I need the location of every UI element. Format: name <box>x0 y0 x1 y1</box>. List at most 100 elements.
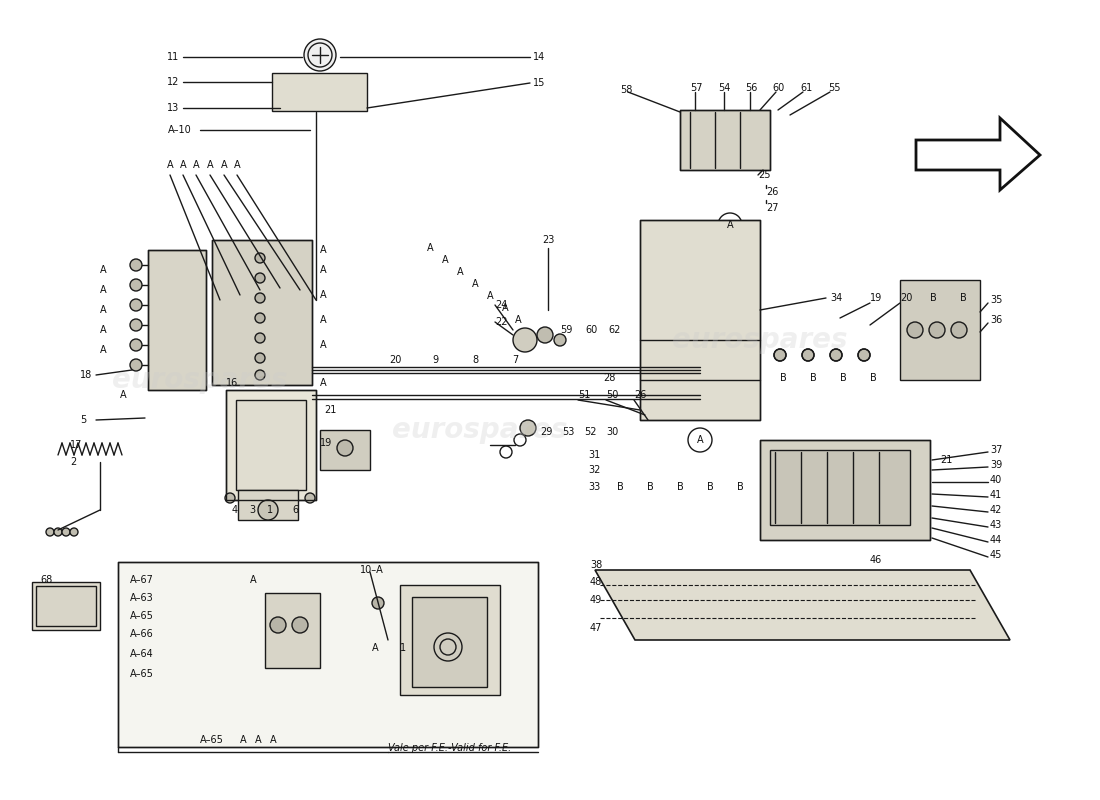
Circle shape <box>245 493 255 503</box>
Circle shape <box>46 528 54 536</box>
Text: 54: 54 <box>718 83 730 93</box>
Bar <box>900 280 980 380</box>
Text: 10–A: 10–A <box>360 565 384 575</box>
Text: 1: 1 <box>400 643 406 653</box>
Text: A: A <box>100 265 107 275</box>
Circle shape <box>304 39 336 71</box>
Text: 29: 29 <box>540 427 552 437</box>
Text: 17: 17 <box>70 440 82 450</box>
Circle shape <box>62 528 70 536</box>
Text: A: A <box>100 325 107 335</box>
Text: B: B <box>706 482 714 492</box>
Text: A: A <box>240 735 246 745</box>
Circle shape <box>130 299 142 311</box>
Text: 47: 47 <box>590 623 603 633</box>
Text: 18: 18 <box>80 370 92 380</box>
Text: 26: 26 <box>634 390 647 400</box>
Text: 23: 23 <box>542 235 554 245</box>
Text: 3: 3 <box>249 505 255 515</box>
Text: B: B <box>870 373 877 383</box>
Text: A: A <box>442 255 449 265</box>
Circle shape <box>688 428 712 452</box>
Text: 15: 15 <box>534 78 546 88</box>
Polygon shape <box>916 118 1040 190</box>
Text: A–65: A–65 <box>130 611 154 621</box>
Circle shape <box>130 319 142 331</box>
Circle shape <box>258 500 278 520</box>
Text: A–65: A–65 <box>200 735 224 745</box>
Bar <box>412 597 487 687</box>
Text: A: A <box>320 290 327 300</box>
Text: A: A <box>320 340 327 350</box>
Text: 33: 33 <box>588 482 601 492</box>
Circle shape <box>908 322 923 338</box>
Text: 45: 45 <box>990 550 1002 560</box>
Bar <box>760 440 930 540</box>
Circle shape <box>130 259 142 271</box>
Bar <box>36 586 96 626</box>
Circle shape <box>226 493 235 503</box>
Text: 14: 14 <box>534 52 546 62</box>
Circle shape <box>830 349 842 361</box>
Text: 50: 50 <box>606 390 618 400</box>
Text: 43: 43 <box>990 520 1002 530</box>
Polygon shape <box>595 570 1010 640</box>
Text: 44: 44 <box>990 535 1002 545</box>
Circle shape <box>718 213 743 237</box>
Circle shape <box>305 493 315 503</box>
Bar <box>212 240 312 385</box>
Text: 46: 46 <box>870 555 882 565</box>
Text: 52: 52 <box>584 427 596 437</box>
Text: 57: 57 <box>690 83 703 93</box>
Text: 19: 19 <box>320 438 332 448</box>
Text: 35: 35 <box>990 295 1002 305</box>
Circle shape <box>255 370 265 380</box>
Text: B: B <box>676 482 683 492</box>
Circle shape <box>372 597 384 609</box>
Text: 56: 56 <box>745 83 758 93</box>
Circle shape <box>255 353 265 363</box>
Circle shape <box>265 493 275 503</box>
Circle shape <box>130 279 142 291</box>
Circle shape <box>858 349 870 361</box>
Text: 60: 60 <box>772 83 784 93</box>
Text: 32: 32 <box>588 465 601 475</box>
Bar <box>148 250 206 390</box>
Circle shape <box>513 328 537 352</box>
Bar <box>680 110 770 170</box>
Text: B: B <box>780 373 786 383</box>
Text: 19: 19 <box>870 293 882 303</box>
Bar <box>32 582 100 630</box>
Text: 59: 59 <box>560 325 572 335</box>
Circle shape <box>537 327 553 343</box>
Text: 62: 62 <box>608 325 620 335</box>
Text: eurospares: eurospares <box>393 416 568 444</box>
Text: A: A <box>120 390 127 400</box>
Text: 21: 21 <box>324 405 337 415</box>
Text: A: A <box>427 243 433 253</box>
Text: 49: 49 <box>590 595 603 605</box>
Text: 37: 37 <box>990 445 1002 455</box>
Circle shape <box>255 313 265 323</box>
Text: 41: 41 <box>990 490 1002 500</box>
Bar <box>640 220 760 420</box>
Text: A: A <box>320 378 327 388</box>
Text: 24: 24 <box>495 300 507 310</box>
Circle shape <box>337 440 353 456</box>
Text: 51: 51 <box>578 390 591 400</box>
Text: 27: 27 <box>766 203 779 213</box>
Text: A: A <box>250 575 256 585</box>
Text: B: B <box>960 293 967 303</box>
Text: 13: 13 <box>167 103 179 113</box>
Text: 55: 55 <box>828 83 840 93</box>
Text: A: A <box>100 285 107 295</box>
Circle shape <box>130 339 142 351</box>
Bar <box>400 585 500 695</box>
Text: 25: 25 <box>758 170 770 180</box>
Circle shape <box>952 322 967 338</box>
Text: A: A <box>255 735 262 745</box>
Bar <box>226 390 316 500</box>
Text: 21: 21 <box>940 455 953 465</box>
Text: A: A <box>320 315 327 325</box>
Text: A–64: A–64 <box>130 649 154 659</box>
